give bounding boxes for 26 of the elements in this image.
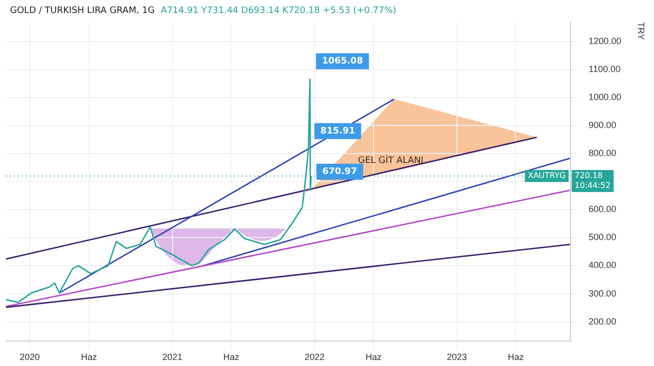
y-tick-label: 500.00 xyxy=(588,232,616,242)
x-tick-label: 2023 xyxy=(446,352,467,362)
y-tick-label: 200.00 xyxy=(588,316,616,326)
y-tick-label: 1100.00 xyxy=(588,64,621,74)
y-tick-label: 1200.00 xyxy=(588,36,622,46)
x-tick-label: Haz xyxy=(365,352,382,362)
x-tick-label: 2022 xyxy=(304,352,325,362)
x-tick-label: Haz xyxy=(80,352,98,362)
y-axis-title: TRY xyxy=(636,22,646,40)
annotation: 1065.08 xyxy=(322,56,363,67)
x-tick-label: 2021 xyxy=(162,352,182,362)
y-tick-label: 600.00 xyxy=(588,204,616,214)
annotation: 815.91 xyxy=(320,126,356,136)
y-tick-label: 400.00 xyxy=(588,260,616,270)
y-tick-label: 800.00 xyxy=(588,148,616,158)
y-tick-label: 300.00 xyxy=(588,288,616,298)
x-tick-label: 2020 xyxy=(20,352,40,362)
x-tick-label: Haz xyxy=(508,352,524,362)
x-tick-label: Haz xyxy=(223,352,240,362)
ref-line-label: XAUTRYG 720.18 10:44:52 xyxy=(528,171,611,190)
annotation: GEL GİT ALANI xyxy=(358,156,424,166)
y-tick-label: 900.00 xyxy=(588,120,616,130)
y-tick-label: 1000.00 xyxy=(588,92,622,102)
chart-title: GOLD / TURKISH LIRA GRAM, 1G xyxy=(10,6,155,16)
annotation: 670.97 xyxy=(322,167,358,178)
chart-subtitle: A714.91 Y731.44 D693.14 K720.18 +5.53 (+0.77%) xyxy=(160,6,396,16)
